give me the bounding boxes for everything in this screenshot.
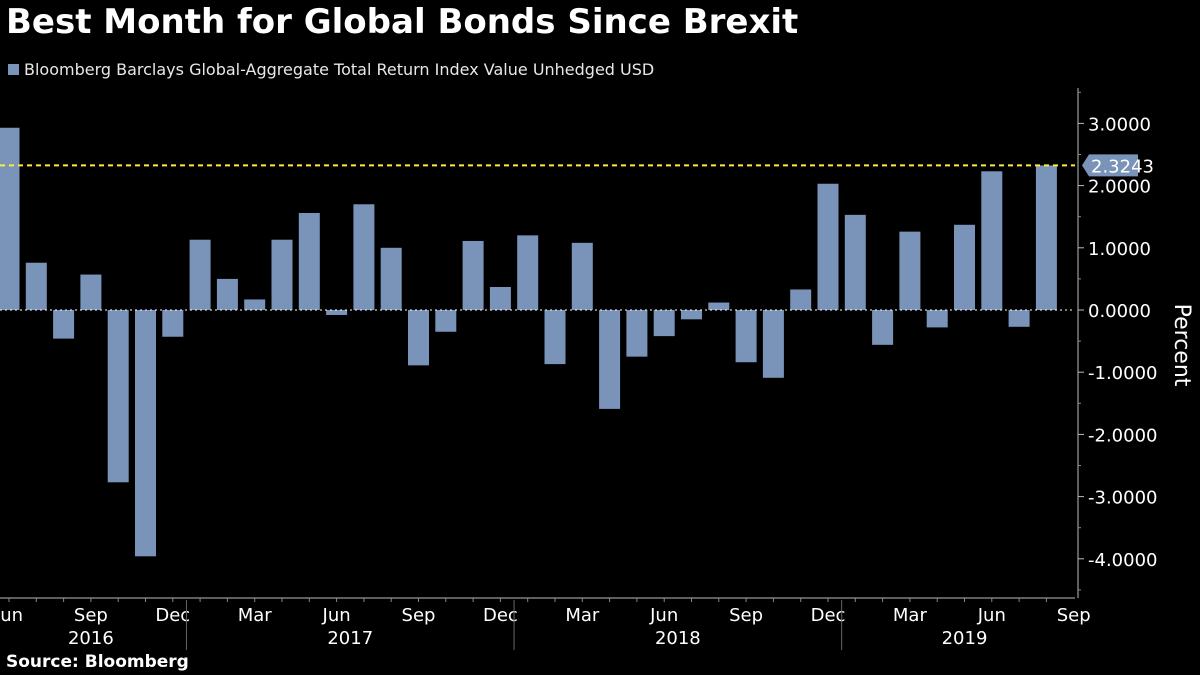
bar-2017-06 <box>326 310 348 315</box>
bar-2017-05 <box>298 212 320 310</box>
x-month-label: Jun <box>649 605 678 626</box>
y-tick-label: 2.0000 <box>1088 177 1151 198</box>
bar-2016-07 <box>25 262 47 310</box>
x-month-label: Jun <box>322 605 351 626</box>
y-tick-label: -1.0000 <box>1088 363 1157 384</box>
x-month-label: Sep <box>74 605 108 626</box>
y-tick-label: 1.0000 <box>1088 239 1151 260</box>
bar-2016-09 <box>80 274 102 310</box>
bar-2018-09 <box>735 310 757 363</box>
bar-2017-07 <box>353 204 375 310</box>
bar-2018-08 <box>708 302 730 310</box>
bar-2016-08 <box>53 310 75 339</box>
x-year-label: 2017 <box>327 628 373 649</box>
x-month-label: Sep <box>729 605 763 626</box>
x-month-label: Mar <box>238 605 273 626</box>
x-month-label: Dec <box>483 605 518 626</box>
bar-2016-11 <box>135 310 156 557</box>
bar-2018-11 <box>790 289 812 310</box>
x-month-label: Dec <box>155 605 190 626</box>
y-tick-label: -2.0000 <box>1088 425 1157 446</box>
bar-2017-10 <box>435 310 457 332</box>
bar-2018-10 <box>762 310 784 378</box>
bar-2019-07 <box>1008 310 1030 327</box>
bar-2017-01 <box>189 239 211 310</box>
x-month-label: Jun <box>0 605 23 626</box>
legend: Bloomberg Barclays Global-Aggregate Tota… <box>8 60 654 79</box>
y-tick-label: -3.0000 <box>1088 488 1157 509</box>
bar-2017-08 <box>380 247 402 310</box>
legend-swatch <box>8 64 19 75</box>
reference-callout-label: 2.3243 <box>1091 156 1154 177</box>
bar-2019-01 <box>844 214 866 310</box>
y-tick-label: -4.0000 <box>1088 550 1157 571</box>
bar-2017-09 <box>408 310 429 366</box>
reference-callout-bg <box>1082 154 1138 177</box>
bar-2019-06 <box>981 171 1003 310</box>
bar-2018-01 <box>517 235 539 310</box>
x-year-label: 2018 <box>655 628 701 649</box>
bar-2019-04 <box>926 310 948 328</box>
x-year-label: 2019 <box>942 628 988 649</box>
x-month-label: Sep <box>1057 605 1091 626</box>
bar-2018-12 <box>817 183 839 310</box>
chart-title: Best Month for Global Bonds Since Brexit <box>6 2 799 42</box>
bar-2017-12 <box>489 286 511 310</box>
bar-2019-08 <box>1035 165 1057 310</box>
bar-2018-04 <box>599 310 621 409</box>
bar-2018-06 <box>653 310 675 337</box>
bar-2016-12 <box>162 310 184 337</box>
bar-2017-03 <box>244 299 266 310</box>
x-month-label: Mar <box>565 605 600 626</box>
bar-2018-03 <box>571 242 593 310</box>
y-tick-label: 0.0000 <box>1088 301 1151 322</box>
x-month-label: Jun <box>977 605 1006 626</box>
bar-2019-03 <box>899 231 921 310</box>
bar-2017-11 <box>462 240 484 310</box>
bar-2016-10 <box>107 310 129 483</box>
y-axis-title: Percent <box>1169 304 1194 387</box>
x-month-label: Sep <box>402 605 436 626</box>
x-month-label: Dec <box>811 605 846 626</box>
y-tick-label: 3.0000 <box>1088 114 1151 135</box>
source-note: Source: Bloomberg <box>6 652 189 672</box>
bar-2019-02 <box>872 310 894 345</box>
bar-2017-02 <box>216 278 238 310</box>
bar-2018-07 <box>681 310 702 320</box>
x-month-label: Mar <box>893 605 928 626</box>
x-year-label: 2016 <box>68 628 114 649</box>
bar-2018-05 <box>626 310 648 357</box>
legend-label: Bloomberg Barclays Global-Aggregate Tota… <box>24 60 655 79</box>
bar-2019-05 <box>954 224 975 310</box>
bar-2016-06 <box>0 127 20 310</box>
bar-2018-02 <box>544 310 566 365</box>
bar-2017-04 <box>271 239 293 310</box>
